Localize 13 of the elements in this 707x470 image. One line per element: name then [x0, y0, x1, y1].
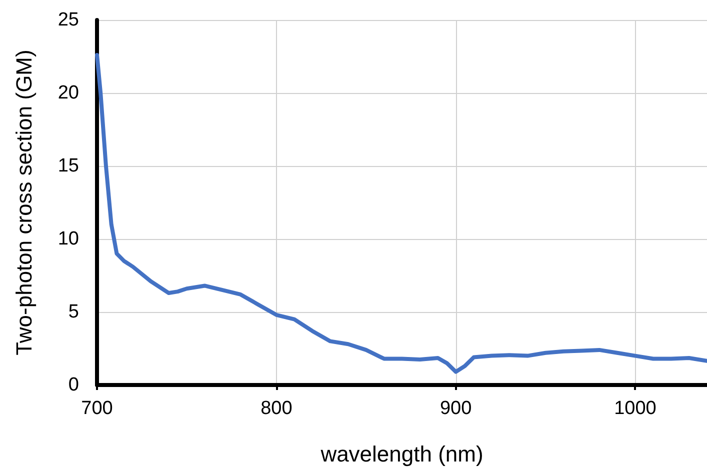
y-tick-label: 25	[58, 10, 79, 30]
x-tick-label: 1000	[614, 398, 656, 419]
y-axis-title: Two-photon cross section (GM)	[12, 50, 36, 356]
x-tick-label: 800	[260, 398, 292, 419]
x-tick-label: 700	[81, 398, 113, 419]
y-tick-label: 20	[58, 82, 79, 104]
y-tick-label: 0	[68, 374, 79, 396]
x-axis-title: wavelength (nm)	[320, 442, 484, 466]
y-tick-label: 5	[68, 302, 79, 322]
y-tick-label: 10	[58, 228, 79, 250]
line-series	[95, 53, 707, 374]
y-tick-label: 15	[58, 156, 79, 176]
x-tick-label: 900	[440, 398, 472, 419]
